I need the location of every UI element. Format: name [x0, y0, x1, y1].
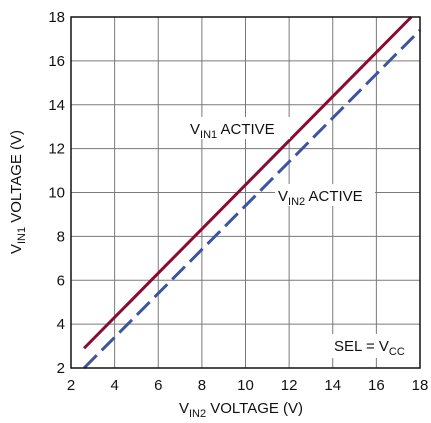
y-axis-label: VIN1 VOLTAGE (V) [8, 130, 28, 254]
svg-text:SEL = VCC: SEL = VCC [334, 338, 405, 358]
y-tick-label: 12 [48, 141, 65, 158]
x-tick-label: 4 [110, 377, 118, 394]
sel-vcc-label: SEL = VCC [331, 334, 415, 358]
x-tick-label: 6 [154, 377, 162, 394]
vin1-active-label: VIN1 ACTIVE [186, 117, 290, 141]
x-tick-label: 18 [412, 377, 429, 394]
x-tick-label: 14 [324, 377, 341, 394]
x-tick-label: 8 [198, 377, 206, 394]
tick-labels: 2 4 6 8 10 12 14 16 18 2 4 6 8 10 12 14 16 18 [48, 9, 428, 394]
x-axis-label: VIN2 VOLTAGE (V) [179, 400, 303, 420]
series-group [83, 15, 422, 370]
svg-text:VIN2 ACTIVE: VIN2 ACTIVE [278, 188, 363, 208]
vin2-active-label: VIN2 ACTIVE [275, 184, 375, 208]
series-line-vin2 [83, 29, 422, 370]
y-tick-label: 2 [57, 360, 65, 377]
x-tick-label: 10 [237, 377, 254, 394]
y-tick-label: 4 [57, 316, 65, 333]
svg-text:VIN1 ACTIVE: VIN1 ACTIVE [190, 121, 275, 141]
y-tick-label: 18 [48, 9, 65, 26]
x-tick-label: 2 [67, 377, 75, 394]
plot-frame [70, 16, 421, 369]
y-tick-label: 8 [57, 228, 65, 245]
y-tick-label: 16 [48, 53, 65, 70]
y-tick-label: 10 [48, 185, 65, 202]
y-tick-label: 14 [48, 97, 65, 114]
y-tick-label: 6 [57, 272, 65, 289]
x-tick-label: 12 [281, 377, 298, 394]
series-line-vin1 [83, 15, 413, 350]
x-tick-label: 16 [368, 377, 385, 394]
